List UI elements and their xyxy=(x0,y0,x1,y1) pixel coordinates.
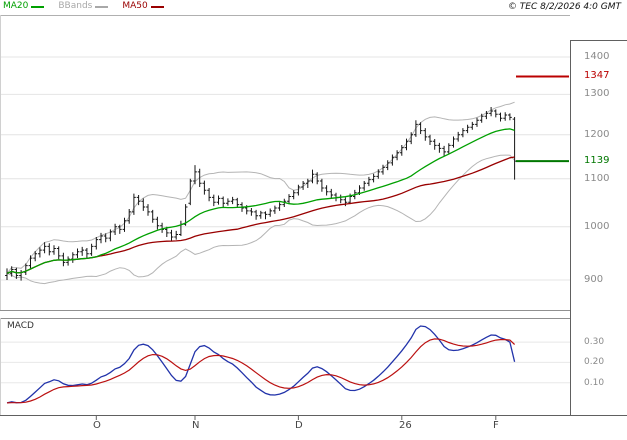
ma50-line-sample xyxy=(150,5,164,8)
ma20-line-sample xyxy=(31,5,45,8)
legend-item-ma20: MA20 xyxy=(3,1,45,12)
legend-bbands-label: BBands xyxy=(58,1,93,11)
macd-panel-label: MACD xyxy=(7,321,34,331)
copyright-text: © TEC 8/2/2026 4:0 GMT xyxy=(507,2,621,12)
price-tick: 1400 xyxy=(584,51,610,62)
macd-tick: 0.30 xyxy=(584,337,605,347)
resistance-label: 1347 xyxy=(584,70,610,81)
legend-ma50-label: MA50 xyxy=(122,1,148,11)
bbands-line-sample xyxy=(95,5,109,8)
legend-ma20-label: MA20 xyxy=(3,1,29,11)
price-tick: 1200 xyxy=(584,129,610,140)
macd-tick: 0.20 xyxy=(584,357,605,367)
time-tick-label: D xyxy=(295,420,303,431)
time-tick-label: N xyxy=(192,420,200,431)
price-tick: 1100 xyxy=(584,173,610,184)
support-label: 1139 xyxy=(584,155,610,166)
legend-item-ma50: MA50 xyxy=(122,1,164,12)
time-tick-label: F xyxy=(493,420,499,431)
price-tick: 1300 xyxy=(584,88,610,99)
time-tick-label: O xyxy=(93,420,101,431)
price-tick: 900 xyxy=(584,274,604,285)
legend: MA20 BBands MA50 xyxy=(3,1,164,12)
price-tick: 1000 xyxy=(584,221,610,232)
legend-item-bbands: BBands xyxy=(58,1,109,12)
macd-tick: 0.10 xyxy=(584,378,605,388)
time-tick-label: 26 xyxy=(399,420,412,431)
